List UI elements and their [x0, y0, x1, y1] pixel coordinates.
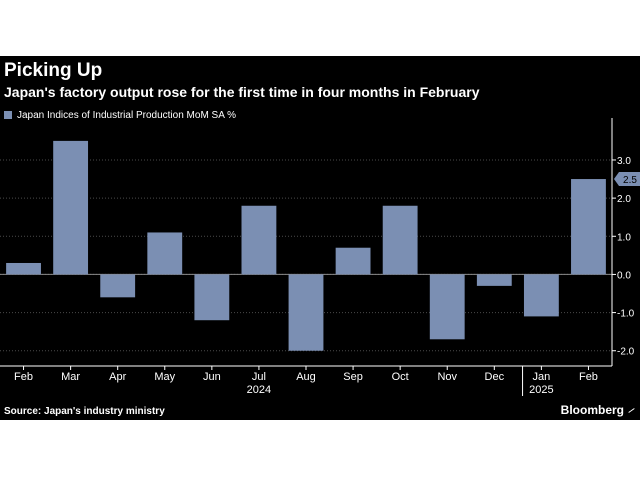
year-label: 2024 — [247, 384, 271, 396]
bar — [523, 274, 559, 317]
x-tick-label: Feb — [579, 371, 598, 383]
x-tick-label: Sep — [343, 371, 363, 383]
x-tick-label: Aug — [296, 371, 316, 383]
bar — [53, 140, 89, 275]
bar-chart: 3.0 2.0 1.0 0.0 -1.0 -2.0 Feb Mar Apr May Jun Jul Au… — [0, 118, 640, 396]
bar — [335, 247, 371, 275]
bar — [6, 262, 41, 275]
brand-logo: Bloomberg — [561, 403, 636, 417]
bar — [194, 274, 230, 321]
x-tick-label: Feb — [14, 371, 33, 383]
last-value-tag — [614, 172, 640, 187]
chart-card: Picking Up Japan's factory output rose f… — [0, 56, 640, 420]
y-tick-label: 3.0 — [617, 156, 631, 167]
brand-mark-icon — [627, 406, 636, 415]
x-tick-label: Jul — [252, 371, 266, 383]
y-tick-label: 2.0 — [617, 194, 631, 205]
x-tick-label: Nov — [437, 371, 457, 383]
bar — [288, 274, 324, 351]
bar — [382, 205, 418, 275]
y-tick-label: 1.0 — [617, 232, 631, 243]
bar — [241, 205, 277, 275]
bar — [147, 232, 183, 275]
bar — [429, 274, 465, 340]
year-label: 2025 — [529, 384, 553, 396]
bar — [476, 274, 512, 286]
x-tick-label: Oct — [392, 371, 409, 383]
last-value-label: 2.5 — [623, 175, 637, 186]
chart-subtitle: Japan's factory output rose for the firs… — [4, 84, 480, 100]
legend: Japan Indices of Industrial Production M… — [4, 108, 236, 122]
legend-label: Japan Indices of Industrial Production M… — [17, 109, 237, 121]
bar — [100, 274, 136, 298]
brand-name: Bloomberg — [560, 403, 624, 417]
x-tick-label: Jun — [203, 371, 221, 383]
chart-title: Picking Up — [4, 60, 103, 81]
x-tick-label: Mar — [61, 371, 80, 383]
x-tick-label: Dec — [485, 371, 505, 383]
x-tick-label: Jan — [533, 371, 551, 383]
x-tick-label: Apr — [109, 371, 126, 383]
legend-swatch — [4, 111, 12, 119]
x-tick-label: May — [154, 371, 175, 383]
bar — [571, 179, 606, 275]
y-tick-label: -1.0 — [617, 309, 635, 320]
y-tick-label: -2.0 — [617, 347, 635, 358]
y-tick-label: 0.0 — [617, 270, 631, 281]
source-note: Source: Japan's industry ministry — [4, 406, 165, 417]
